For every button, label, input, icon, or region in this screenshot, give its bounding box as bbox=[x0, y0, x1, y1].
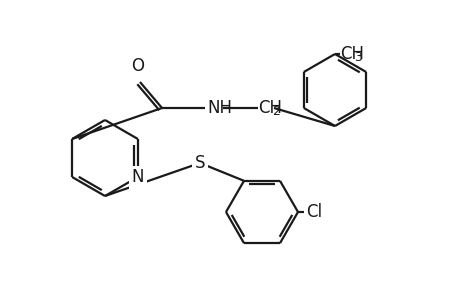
Text: NH: NH bbox=[207, 99, 231, 117]
Text: 3: 3 bbox=[353, 50, 361, 64]
Text: CH: CH bbox=[257, 99, 281, 117]
Text: CH: CH bbox=[339, 45, 363, 63]
Text: 2: 2 bbox=[271, 104, 279, 118]
Text: N: N bbox=[131, 168, 144, 186]
Text: O: O bbox=[131, 57, 144, 75]
Text: Cl: Cl bbox=[305, 203, 321, 221]
Text: S: S bbox=[194, 154, 205, 172]
